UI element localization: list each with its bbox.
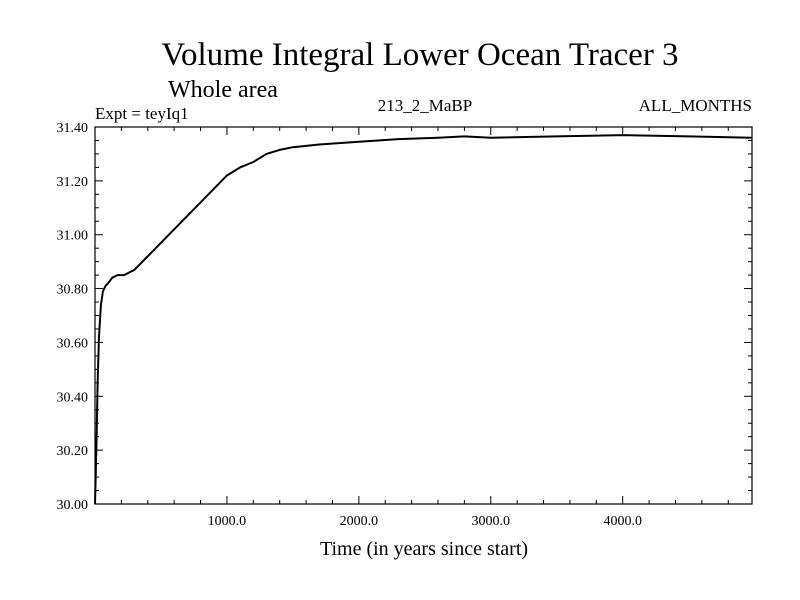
y-tick-label: 30.20	[57, 444, 89, 459]
x-axis: 1000.0 2000.0 3000.0 4000.0	[120, 127, 729, 529]
y-tick-label: 30.00	[57, 498, 89, 513]
plot-frame	[94, 126, 753, 505]
x-axis-label: Time (in years since start)	[320, 538, 528, 560]
period-label: ALL_MONTHS	[639, 96, 752, 115]
series-line	[94, 134, 753, 505]
x-tick-label: 3000.0	[472, 514, 511, 529]
y-tick-label: 31.00	[57, 229, 89, 244]
chart-title: Volume Integral Lower Ocean Tracer 3	[161, 37, 678, 73]
y-tick-label: 31.20	[57, 175, 89, 190]
experiment-label: Expt = teyIq1	[95, 104, 189, 123]
y-tick-label: 30.60	[57, 336, 89, 351]
y-tick-label: 30.40	[57, 390, 89, 405]
x-tick-label: 4000.0	[603, 514, 642, 529]
x-tick-label: 1000.0	[208, 514, 247, 529]
y-tick-label: 31.40	[57, 121, 89, 136]
y-tick-label: 30.80	[57, 283, 89, 298]
y-axis: 30.00 30.20 30.40 30.60 30.80 31.00 31.20 31.40	[57, 121, 752, 513]
chart-subtitle: Whole area	[168, 77, 278, 103]
run-label: 213_2_MaBP	[378, 96, 472, 115]
x-tick-label: 2000.0	[340, 514, 379, 529]
